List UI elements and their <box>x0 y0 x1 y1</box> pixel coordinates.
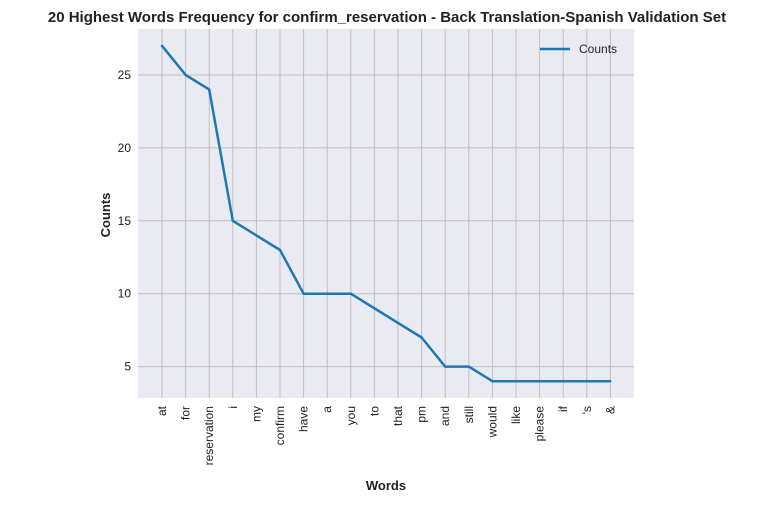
data-point <box>562 380 565 383</box>
x-tick-label: still <box>462 406 476 423</box>
data-point <box>349 292 352 295</box>
legend: Counts <box>540 42 617 56</box>
x-tick-label: like <box>509 406 523 424</box>
x-tick-label: please <box>533 406 547 442</box>
y-ticks: 5 10 15 20 25 <box>118 68 132 374</box>
data-point <box>302 292 305 295</box>
y-axis-label: Counts <box>98 193 113 238</box>
x-ticks: at for reservation i my confirm have a you to that… <box>155 405 617 465</box>
data-point <box>160 44 164 47</box>
data-point <box>208 88 211 91</box>
data-point <box>538 380 541 383</box>
series-line <box>161 45 611 383</box>
data-point <box>396 321 400 325</box>
data-point <box>444 365 447 368</box>
y-tick-label: 15 <box>118 214 132 228</box>
data-point <box>373 307 376 310</box>
x-tick-label: if <box>556 405 570 412</box>
y-tick-label: 20 <box>118 141 132 155</box>
x-tick-label: at <box>155 405 169 416</box>
x-tick-label: and <box>438 406 452 426</box>
x-tick-label: confirm <box>273 406 287 445</box>
x-tick-label: pm <box>415 406 429 423</box>
x-tick-label: would <box>485 406 499 438</box>
data-point <box>420 336 423 339</box>
data-point <box>326 292 329 295</box>
legend-label: Counts <box>579 42 617 56</box>
x-axis-label: Words <box>366 478 406 493</box>
x-tick-label: my <box>249 406 263 422</box>
x-tick-label: to <box>367 406 381 416</box>
x-tick-label: have <box>297 406 311 432</box>
x-tick-label: & <box>603 406 617 414</box>
data-point <box>467 365 470 368</box>
chart-title: 20 Highest Words Frequency for confirm_r… <box>48 9 726 26</box>
data-point <box>514 380 518 383</box>
x-tick-label: i <box>226 406 240 409</box>
series-layer <box>160 44 612 383</box>
data-point <box>609 380 612 383</box>
x-tick-label: you <box>344 406 358 425</box>
data-point <box>585 380 588 383</box>
x-tick-label: 's <box>580 406 594 414</box>
data-point <box>491 380 494 383</box>
plot-area <box>138 29 634 398</box>
y-tick-label: 25 <box>118 68 132 82</box>
data-point <box>255 234 258 237</box>
y-tick-label: 5 <box>124 360 131 374</box>
x-tick-label: a <box>320 406 334 413</box>
x-tick-label: that <box>391 405 405 426</box>
data-point <box>278 248 282 252</box>
x-tick-label: for <box>179 406 193 420</box>
grid <box>138 29 634 398</box>
data-point <box>231 219 234 222</box>
x-tick-label: reservation <box>202 406 216 465</box>
y-tick-label: 10 <box>118 287 132 301</box>
data-point <box>184 73 187 77</box>
